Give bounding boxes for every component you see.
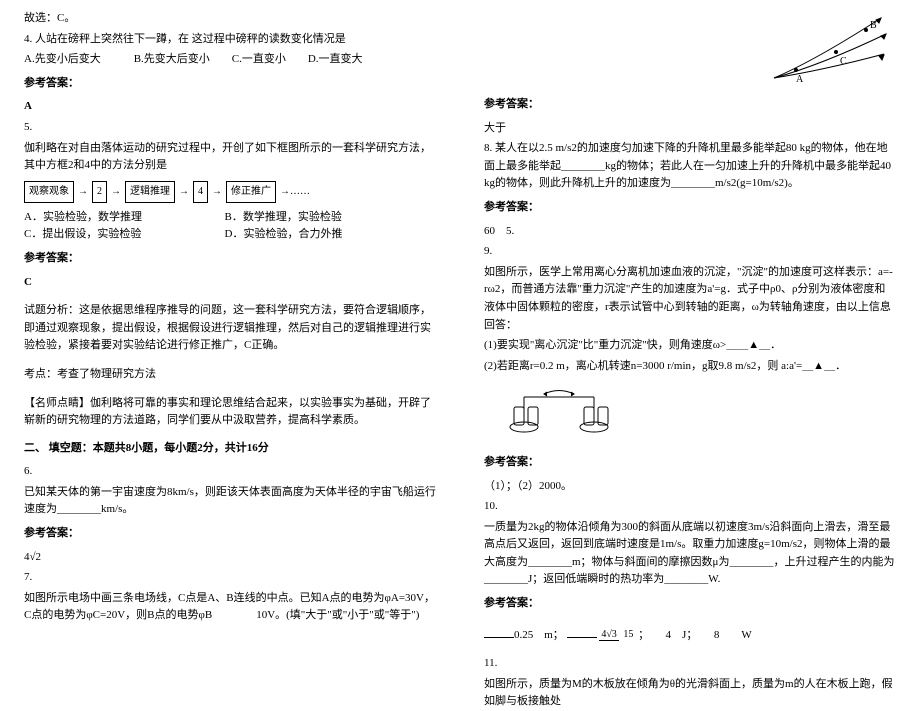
q5-opt-d: D．实验检验，合力外推 xyxy=(225,226,423,244)
q6-number: 6. xyxy=(24,463,436,481)
field-lines-figure: A B C xyxy=(766,10,896,90)
line-prev-ans: 故选：C。 xyxy=(24,10,436,28)
q9-answer: （1）；（2）2000。 xyxy=(484,478,896,496)
label-a: A xyxy=(796,74,804,85)
q5-options: A．实验检验，数学推理 B．数学推理，实验检验 C．提出假设，实验检验 D．实验… xyxy=(24,209,436,244)
q10-answer: 0.25 m； 4√3 15 ； 4 J； 8 W xyxy=(484,627,896,645)
q9-sub2: (2)若距离r=0.2 m，离心机转速n=3000 r/min，g取9.8 m/… xyxy=(484,358,896,376)
q7-stem: 如图所示电场中画三条电场线，C点是A、B连线的中点。已知A点的电势为φA=30V… xyxy=(24,590,436,625)
q10-number: 10. xyxy=(484,498,896,516)
q4-answer: A xyxy=(24,98,436,116)
left-column: 故选：C。 4. 人站在磅秤上突然往下一蹲，在 这过程中磅秤的读数变化情况是 A… xyxy=(0,0,460,651)
q5-opt-c: C．提出假设，实验检验 xyxy=(24,226,222,244)
flow-dots: →…… xyxy=(280,184,310,200)
flow-box-d: 4 xyxy=(193,181,208,203)
q6-stem: 已知某天体的第一宇宙速度为8km/s，则距该天体表面高度为天体半径的宇宙飞船运行… xyxy=(24,484,436,519)
q7-number: 7. xyxy=(24,569,436,587)
frac-den: 15 xyxy=(621,629,635,640)
q11-stem: 如图所示，质量为M的木板放在倾角为θ的光滑斜面上，质量为m的人在木板上跑，假如脚… xyxy=(484,676,896,711)
ans-label-q8: 参考答案： xyxy=(484,199,896,217)
q5-explanation: 试题分析：这是依据思维程序推导的问题，这一套科学研究方法，要符合逻辑顺序，即通过… xyxy=(24,302,436,355)
q9-number: 9. xyxy=(484,243,896,261)
label-b: B xyxy=(870,20,877,31)
ans-label-q4: 参考答案： xyxy=(24,75,436,93)
q6-answer: 4√2 xyxy=(24,549,436,567)
q5-opt-b: B．数学推理，实验检验 xyxy=(225,209,423,227)
q9-sub1: (1)要实现"离心沉淀"比"重力沉淀"快，则角速度ω>＿＿▲＿． xyxy=(484,337,896,355)
q10-stem: 一质量为2kg的物体沿倾角为300的斜面从底端以初速度3m/s沿斜面向上滑去，滑… xyxy=(484,519,896,589)
frac-num: 4√3 xyxy=(599,629,619,641)
ans-label-q10: 参考答案： xyxy=(484,595,896,613)
ans-label-q5: 参考答案： xyxy=(24,250,436,268)
arrow-icon: → xyxy=(212,184,222,200)
q11-number: 11. xyxy=(484,655,896,673)
flow-box-a: 观察观象 xyxy=(24,181,74,203)
flow-box-c: 逻辑推理 xyxy=(125,181,175,203)
centrifuge-figure xyxy=(484,382,634,437)
q5-tip: 【名师点睛】伽利略将可靠的事实和理论思维结合起来，以实验事实为基础，开辟了崭新的… xyxy=(24,395,436,430)
q8-stem: 8. 某人在以2.5 m/s2的加速度匀加速下降的升降机里最多能举起80 kg的… xyxy=(484,140,896,193)
arrow-icon: → xyxy=(111,184,121,200)
flow-box-e: 修正推广 xyxy=(226,181,276,203)
ans-label-q9: 参考答案： xyxy=(484,454,896,472)
q4-options: A.先变小后变大 B.先变大后变小 C.一直变小 D.一直变大 xyxy=(24,51,436,69)
arrow-icon: → xyxy=(179,184,189,200)
right-column: A B C 参考答案： 大于 8. 某人在以2.5 m/s2的加速度匀加速下降的… xyxy=(460,0,920,651)
q10-fraction: 4√3 15 xyxy=(599,627,635,643)
q5-kaodian: 考点：考查了物理研究方法 xyxy=(24,366,436,384)
q4-stem: 4. 人站在磅秤上突然往下一蹲，在 这过程中磅秤的读数变化情况是 xyxy=(24,31,436,49)
q5-stem: 伽利略在对自由落体运动的研究过程中，开创了如下框图所示的一套科学研究方法，其中方… xyxy=(24,140,436,175)
q7-answer: 大于 xyxy=(484,120,896,138)
section-2-title: 二、 填空题：本题共8小题，每小题2分，共计16分 xyxy=(24,440,436,458)
flow-diagram: 观察观象 → 2 → 逻辑推理 → 4 → 修正推广 →…… xyxy=(24,181,436,203)
ans-label-q7: 参考答案： xyxy=(484,96,896,114)
q10-ans-part2: ； 4 J； 8 W xyxy=(638,629,752,641)
q5-opt-a: A．实验检验，数学推理 xyxy=(24,209,222,227)
q5-answer: C xyxy=(24,274,436,292)
ans-label-q6: 参考答案： xyxy=(24,525,436,543)
label-c: C xyxy=(840,56,847,67)
q8-answer: 60 5. xyxy=(484,223,896,241)
arrow-icon: → xyxy=(78,184,88,200)
q5-number: 5. xyxy=(24,119,436,137)
flow-box-b: 2 xyxy=(92,181,107,203)
q9-stem: 如图所示，医学上常用离心分离机加速血液的沉淀，"沉淀"的加速度可这样表示：a=-… xyxy=(484,264,896,334)
q10-ans-part1: 0.25 m； xyxy=(514,629,564,641)
